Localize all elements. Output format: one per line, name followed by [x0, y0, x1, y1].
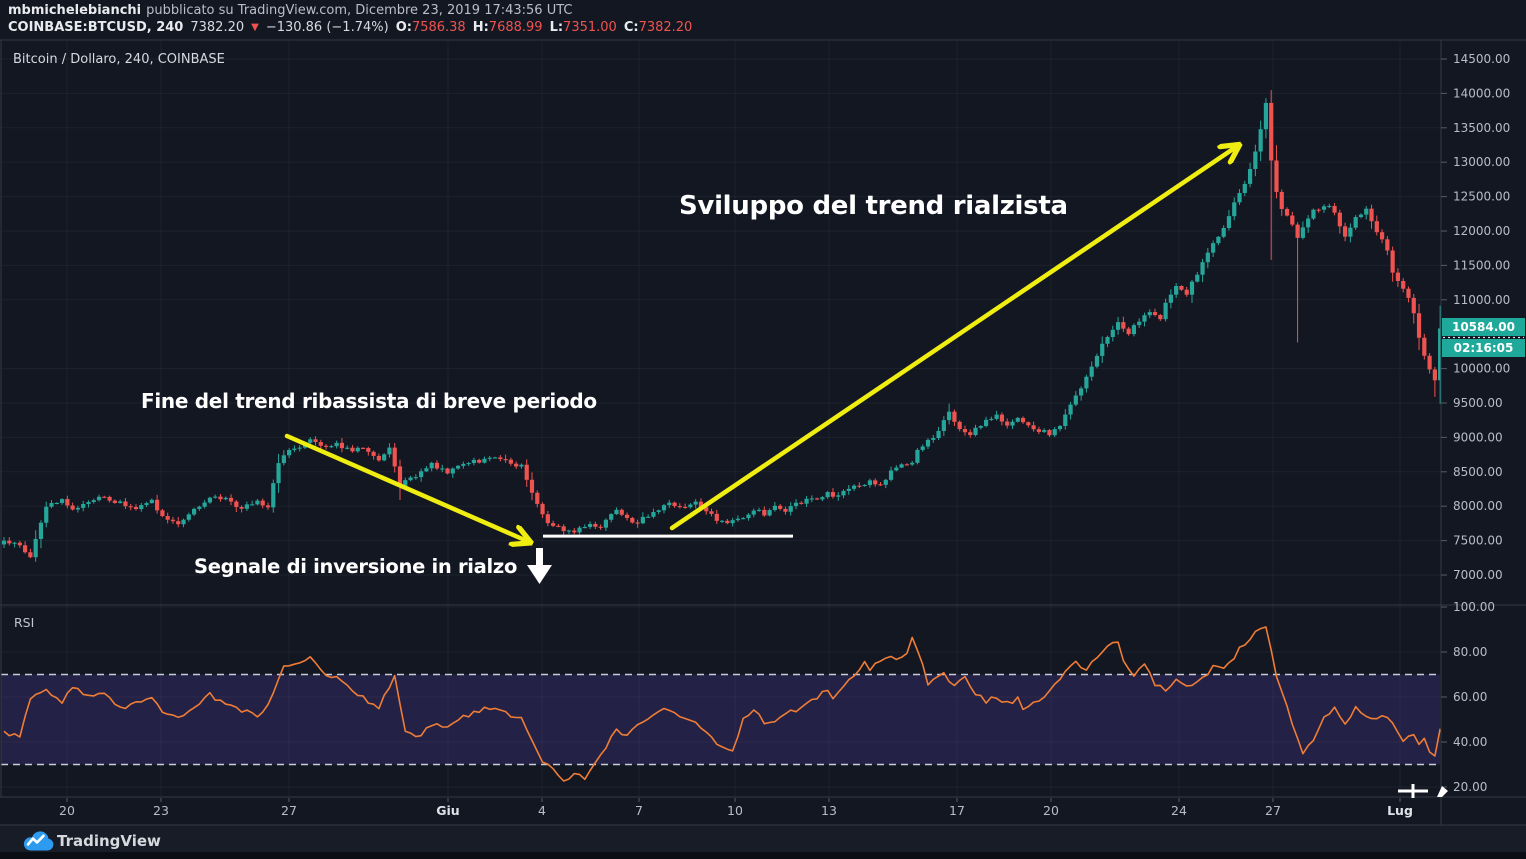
tradingview-brand-text[interactable]: TradingView	[57, 832, 161, 850]
time-axis-label: Giu	[436, 803, 459, 818]
price-axis-label: 13500.00	[1453, 121, 1510, 135]
chart-legend[interactable]: Bitcoin / Dollaro, 240, COINBASE	[13, 52, 225, 67]
price-axis-label: 13000.00	[1453, 155, 1510, 169]
rsi-axis-label: 20.00	[1453, 780, 1487, 794]
rsi-axis-label: 60.00	[1453, 690, 1487, 704]
time-axis-label: 20	[1043, 803, 1059, 818]
time-axis-label: 4	[538, 803, 546, 818]
price-axis-label: 7500.00	[1453, 534, 1503, 548]
time-axis-label: 13	[821, 803, 837, 818]
bar-countdown-badge: 02:16:05	[1442, 339, 1525, 357]
high-value: 7688.99	[488, 20, 543, 35]
high-label: H:	[472, 20, 489, 35]
close-label: C:	[623, 20, 639, 35]
price-axis-label: 8000.00	[1453, 499, 1503, 513]
candlestick-series	[1, 90, 1441, 562]
downtrend-arrow	[284, 433, 527, 541]
publish-info-row: mbmichelebianchi pubblicato su TradingVie…	[8, 3, 572, 18]
open-pair: O:7586.38	[396, 20, 466, 35]
time-axis-label: Lug	[1387, 803, 1413, 818]
time-axis-label: 27	[281, 803, 297, 818]
price-axis-label: 9500.00	[1453, 396, 1503, 410]
annotation-downtrend-end-text[interactable]: Fine del trend ribassista di breve perio…	[141, 389, 597, 413]
open-value: 7586.38	[411, 20, 466, 35]
price-axis-label: 11000.00	[1453, 293, 1510, 307]
symbol-name: COINBASE:BTCUSD, 240	[8, 20, 184, 35]
price-axis-label: 14000.00	[1453, 86, 1510, 100]
rsi-axis-label: 100.00	[1453, 600, 1495, 614]
close-value: 7382.20	[638, 20, 693, 35]
rsi-line	[3, 626, 1441, 782]
annotation-uptrend-text[interactable]: Sviluppo del trend rialzista	[679, 191, 1068, 221]
low-pair: L:7351.00	[550, 20, 617, 35]
price-change: −130.86 (−1.74%)	[265, 20, 389, 35]
rsi-axis-label: 40.00	[1453, 735, 1487, 749]
price-axis-label: 12500.00	[1453, 190, 1510, 204]
down-triangle-icon: ▼	[251, 22, 259, 33]
uptrend-arrow	[669, 147, 1236, 531]
time-axis-label: 23	[153, 803, 169, 818]
price-axis-label: 14500.00	[1453, 52, 1510, 66]
time-axis-label: 10	[727, 803, 743, 818]
time-axis-label: 20	[59, 803, 75, 818]
annotation-reversal-text[interactable]: Segnale di inversione in rialzo	[194, 555, 518, 578]
time-axis-label: 17	[949, 803, 965, 818]
support-line-drawing	[543, 534, 793, 538]
arrow-down-icon[interactable]	[526, 548, 553, 585]
low-label: L:	[549, 20, 564, 35]
open-label: O:	[395, 20, 412, 35]
rsi-axis-label: 80.00	[1453, 645, 1487, 659]
tradingview-logo-link[interactable]	[20, 829, 56, 857]
symbol-ohlc-row: COINBASE:BTCUSD, 240 7382.20 ▼ −130.86 (…	[8, 20, 692, 35]
brush-tool-icon	[1437, 786, 1448, 797]
high-pair: H:7688.99	[473, 20, 543, 35]
close-pair: C:7382.20	[624, 20, 693, 35]
last-trade-price: 7382.20	[190, 20, 245, 35]
footer-bar	[0, 825, 1526, 852]
price-axis-label: 12000.00	[1453, 224, 1510, 238]
price-axis-label: 7000.00	[1453, 568, 1503, 582]
author-name: mbmichelebianchi	[8, 3, 142, 18]
time-axis-label: 27	[1265, 803, 1281, 818]
time-axis-label: 7	[635, 803, 643, 818]
price-axis-label: 11500.00	[1453, 258, 1510, 272]
low-value: 7351.00	[563, 20, 617, 35]
time-axis-label: 24	[1171, 803, 1187, 818]
rsi-band	[1, 674, 1440, 765]
price-axis-label: 8500.00	[1453, 465, 1503, 479]
tradingview-cloud-icon	[23, 831, 54, 851]
last-price-badge: 10584.00	[1442, 318, 1525, 336]
publish-details: pubblicato su TradingView.com, Dicembre …	[146, 3, 573, 18]
rsi-pane-label[interactable]: RSI	[14, 615, 35, 630]
price-axis-label: 10000.00	[1453, 362, 1510, 376]
price-axis-label: 9000.00	[1453, 430, 1503, 444]
annotation-reversal-row[interactable]: Segnale di inversione in rialzo	[194, 548, 553, 585]
